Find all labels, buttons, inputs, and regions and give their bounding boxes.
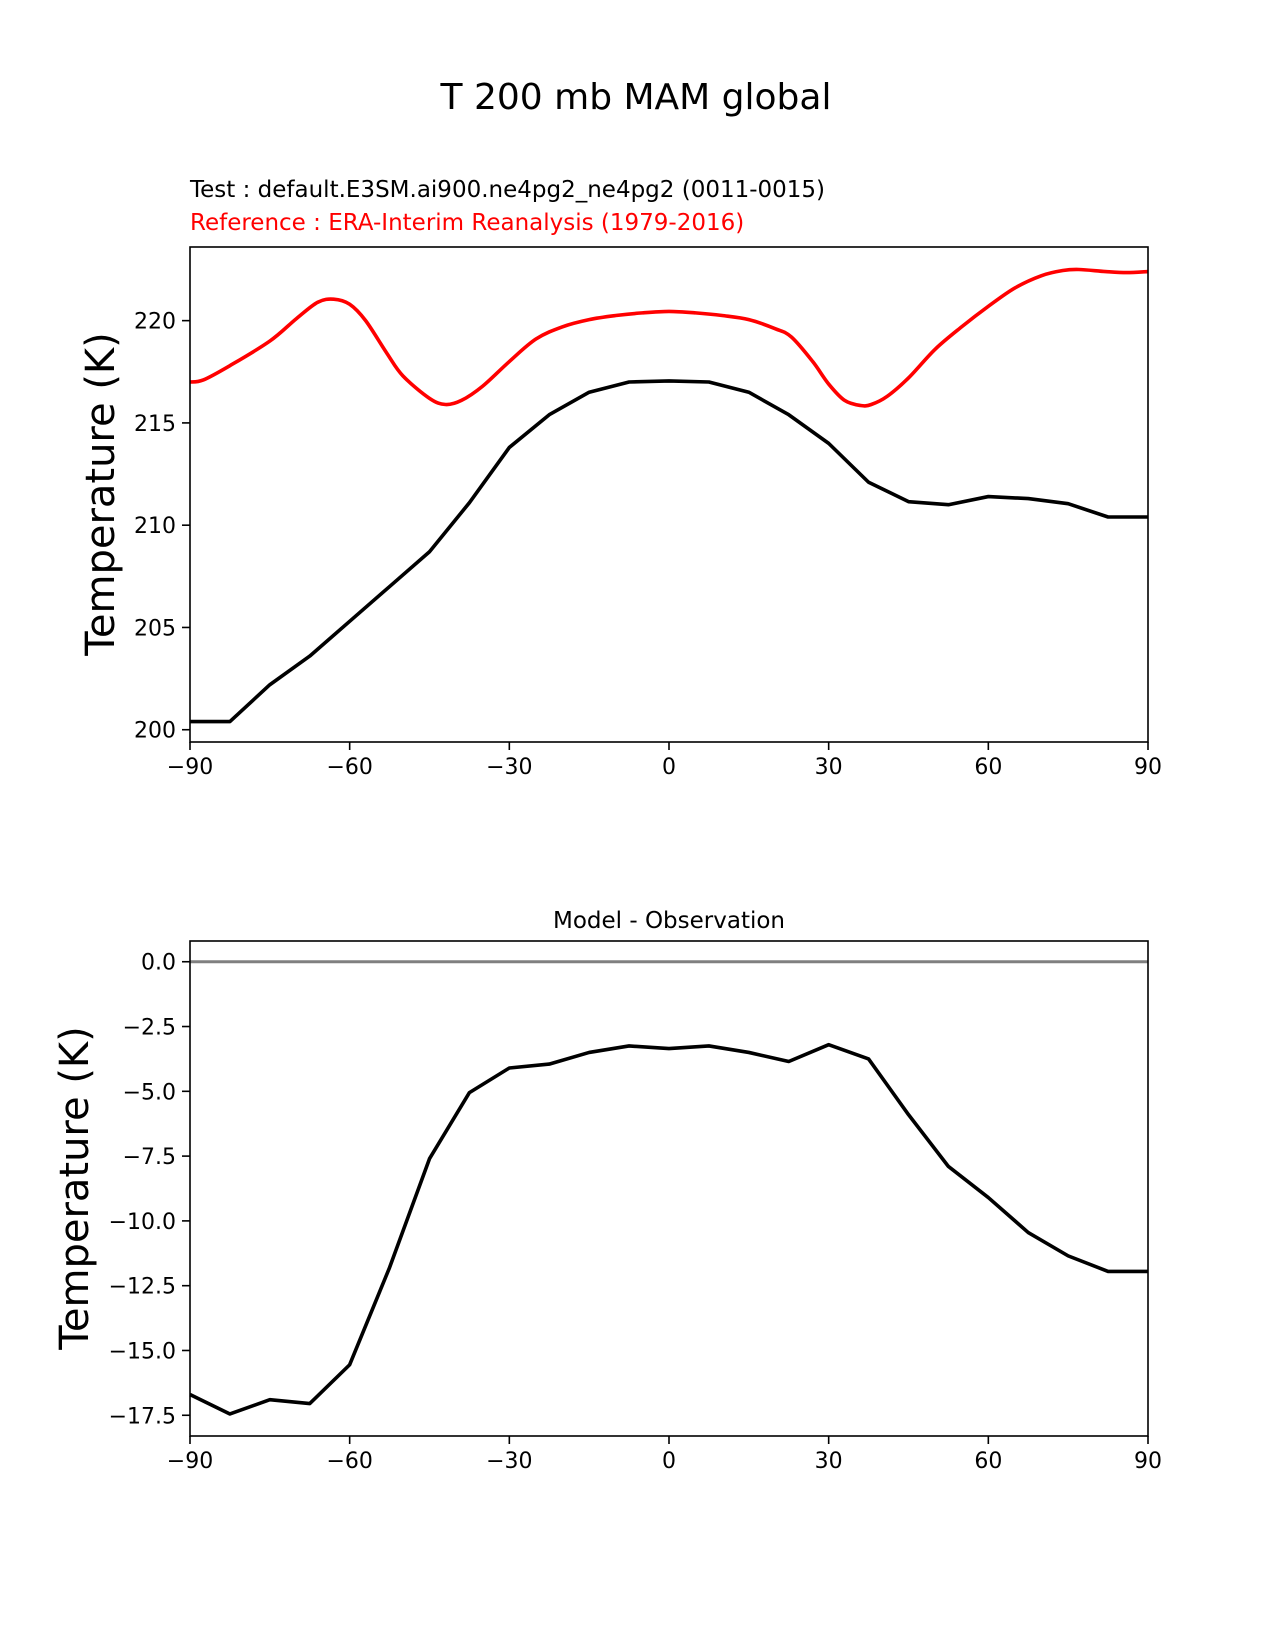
top-plot-marks: −90 −60 −30 0 30 60 90 200 205 210 215 220 — [134, 267, 1162, 780]
x-tick-label: −90 — [167, 1449, 213, 1474]
y-tick-label: −17.5 — [109, 1404, 176, 1429]
y-tick-label: 0.0 — [141, 951, 176, 976]
difference-subtitle: Model - Observation — [553, 908, 785, 934]
y-tick-label: 210 — [134, 514, 176, 539]
y-tick-label: −15.0 — [109, 1339, 176, 1364]
panel-bottom: Model - Observation −90 −60 −30 0 30 60 900.0−… — [52, 908, 1162, 1474]
x-tick-label: −90 — [167, 755, 213, 780]
x-tick-label: −60 — [326, 1449, 372, 1474]
test-subtitle: Test : default.E3SM.ai900.ne4pg2_ne4pg2 … — [189, 177, 825, 203]
reference-subtitle: Reference : ERA-Interim Reanalysis (1979… — [190, 210, 744, 236]
top-plot-frame — [189, 246, 1149, 743]
y-tick-label: 205 — [134, 616, 176, 641]
top-y-axis-label: Temperature (K) — [78, 332, 124, 657]
x-tick-label: 30 — [815, 755, 843, 780]
x-tick-label: −30 — [486, 755, 532, 780]
y-tick-label: −7.5 — [123, 1145, 176, 1170]
series-line-reference — [189, 267, 1149, 408]
bottom-plot-frame — [189, 940, 1149, 1437]
y-tick-label: 200 — [134, 719, 176, 744]
bottom-plot-marks: −90 −60 −30 0 30 60 90 0.0 −2.5 −5.0 −7.5 −10.0 −12.… — [109, 951, 1162, 1474]
panel-top: Test : default.E3SM.ai900.ne4pg2_ne4pg2 … — [78, 177, 1162, 780]
x-tick-label: −60 — [326, 755, 372, 780]
y-tick-label: 215 — [134, 412, 176, 437]
series-line-difference — [189, 1042, 1148, 1416]
x-tick-label: 90 — [1134, 755, 1162, 780]
x-tick-label: 0 — [662, 755, 676, 780]
x-tick-label: 0 — [662, 1449, 676, 1474]
x-tick-label: 60 — [974, 755, 1002, 780]
x-tick-label: 90 — [1134, 1449, 1162, 1474]
y-tick-label: 220 — [134, 310, 176, 335]
bottom-y-axis-label: Temperature (K) — [52, 1026, 98, 1351]
series-line-test — [190, 379, 1148, 724]
y-tick-label: −5.0 — [123, 1080, 176, 1105]
x-tick-label: 30 — [815, 1449, 843, 1474]
y-tick-label: −10.0 — [109, 1210, 176, 1235]
y-tick-label: −12.5 — [109, 1275, 176, 1300]
x-tick-label: 60 — [974, 1449, 1002, 1474]
figure-title: T 200 mb MAM global — [440, 77, 832, 118]
y-tick-label: −2.5 — [123, 1016, 176, 1041]
x-tick-label: −30 — [486, 1449, 532, 1474]
